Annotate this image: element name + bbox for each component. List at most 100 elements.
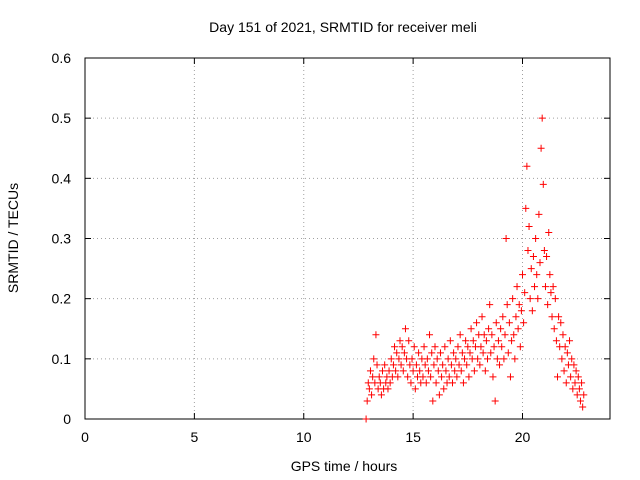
data-point — [372, 331, 380, 339]
data-point — [499, 313, 507, 321]
data-point — [491, 397, 499, 405]
data-point — [387, 355, 395, 363]
data-point — [481, 367, 489, 375]
data-point — [452, 355, 460, 363]
data-point — [524, 247, 532, 255]
data-point — [447, 361, 455, 369]
data-point — [529, 253, 537, 261]
data-point — [422, 379, 430, 387]
data-point — [362, 415, 370, 423]
data-point — [489, 373, 497, 381]
data-point — [446, 337, 454, 345]
data-point — [546, 271, 554, 279]
data-point — [497, 325, 505, 333]
data-point — [555, 313, 563, 321]
data-point — [527, 265, 535, 273]
data-point — [433, 355, 441, 363]
data-point — [543, 253, 551, 261]
x-tick-label: 10 — [296, 429, 312, 445]
data-point — [545, 228, 553, 236]
data-point — [506, 373, 514, 381]
data-point — [488, 331, 496, 339]
data-point — [519, 271, 526, 279]
data-point — [498, 343, 506, 351]
data-point — [389, 361, 397, 369]
data-point — [411, 385, 419, 393]
data-point — [428, 349, 436, 357]
data-point — [398, 343, 406, 351]
data-point — [391, 343, 399, 351]
data-point — [427, 373, 435, 381]
data-point — [406, 361, 414, 369]
data-point — [477, 343, 485, 351]
data-point — [430, 361, 438, 369]
data-point — [572, 367, 580, 375]
data-point — [504, 349, 512, 357]
data-point — [424, 367, 432, 375]
data-point — [549, 283, 557, 291]
data-point — [503, 301, 511, 309]
data-point — [526, 295, 534, 303]
data-point — [454, 343, 462, 351]
data-point — [444, 355, 452, 363]
data-point — [576, 397, 584, 405]
data-point — [456, 331, 464, 339]
data-point — [512, 313, 520, 321]
data-point — [465, 373, 473, 381]
data-point — [486, 301, 494, 309]
data-point — [562, 379, 570, 387]
y-tick-label: 0.1 — [52, 351, 72, 367]
data-point — [384, 385, 392, 393]
data-point — [544, 301, 552, 309]
data-point — [363, 397, 371, 405]
data-point — [482, 337, 490, 345]
data-point — [493, 355, 501, 363]
data-point — [449, 379, 456, 387]
chart-title: Day 151 of 2021, SRMTID for receiver mel… — [209, 19, 477, 35]
grid — [85, 58, 610, 419]
data-point — [531, 283, 539, 291]
data-point — [439, 361, 447, 369]
data-point — [397, 361, 405, 369]
x-tick-label: 0 — [81, 429, 89, 445]
data-point — [395, 355, 403, 363]
data-point — [574, 373, 582, 381]
data-point — [537, 144, 545, 152]
data-point — [405, 337, 413, 345]
data-point — [571, 379, 579, 387]
y-tick-label: 0.3 — [52, 231, 72, 247]
data-point — [400, 349, 408, 357]
data-point — [487, 349, 495, 357]
data-point — [494, 337, 502, 345]
data-point — [461, 355, 469, 363]
data-point — [464, 343, 472, 351]
data-point — [560, 367, 568, 375]
data-point — [539, 180, 547, 188]
data-point — [568, 355, 576, 363]
data-point — [429, 397, 437, 405]
data-point — [457, 367, 465, 375]
data-point — [455, 361, 463, 369]
data-point — [441, 343, 449, 351]
data-point — [466, 349, 474, 357]
data-point — [462, 337, 470, 345]
data-point — [364, 379, 372, 387]
data-point — [505, 319, 513, 327]
data-point — [385, 367, 393, 375]
x-tick-label: 5 — [190, 429, 198, 445]
data-point — [520, 319, 528, 327]
data-point — [440, 385, 448, 393]
data-point — [575, 385, 583, 393]
data-point — [541, 283, 549, 291]
data-point — [442, 367, 450, 375]
data-point — [416, 367, 424, 375]
data-point — [458, 349, 466, 357]
data-point — [426, 331, 434, 339]
data-point — [435, 391, 443, 399]
data-point — [377, 391, 385, 399]
data-point — [570, 361, 578, 369]
y-tick-label: 0.5 — [52, 110, 72, 126]
data-point — [525, 222, 533, 230]
data-point — [419, 373, 427, 381]
